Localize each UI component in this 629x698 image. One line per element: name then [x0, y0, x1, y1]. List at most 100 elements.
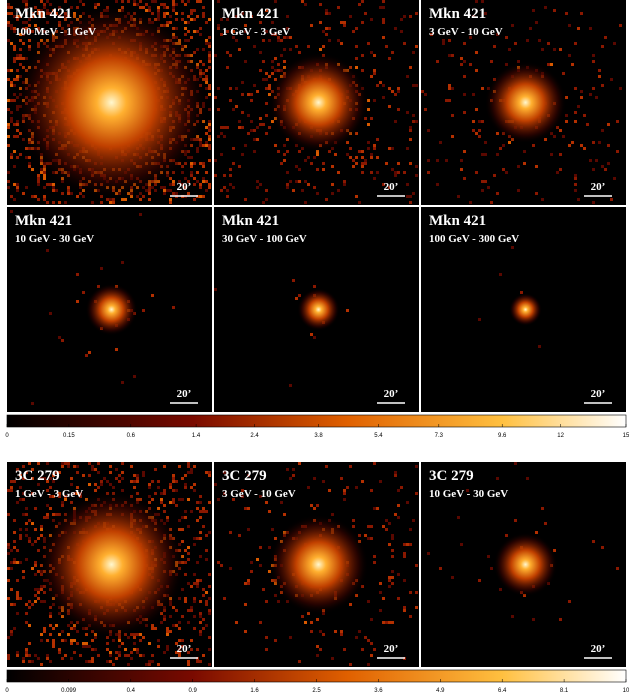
map-pixel	[115, 651, 118, 654]
map-pixel	[76, 195, 79, 198]
source-glow	[37, 490, 186, 639]
map-pixel	[184, 486, 187, 489]
map-pixel	[13, 15, 16, 18]
map-pixel	[370, 117, 373, 120]
map-pixel	[37, 591, 40, 594]
map-pixel	[187, 15, 190, 18]
energy-band: 10 GeV - 30 GeV	[429, 488, 508, 500]
map-pixel	[55, 471, 58, 474]
map-pixel	[253, 138, 256, 141]
map-pixel	[577, 27, 580, 30]
map-pixel	[412, 192, 415, 195]
map-pixel	[394, 474, 397, 477]
map-pixel	[355, 66, 358, 69]
source-name: 3C 279	[15, 468, 60, 484]
map-pixel	[196, 507, 199, 510]
map-pixel	[16, 654, 19, 657]
map-pixel	[298, 660, 301, 663]
map-pixel	[181, 171, 184, 174]
map-pixel	[178, 654, 181, 657]
map-pixel	[40, 171, 43, 174]
map-pixel	[154, 189, 157, 192]
map-pixel	[259, 51, 262, 54]
map-pixel	[193, 573, 196, 576]
map-pixel	[13, 519, 16, 522]
map-pixel	[556, 171, 559, 174]
map-pixel	[295, 180, 298, 183]
map-pixel	[478, 135, 481, 138]
map-pixel	[46, 639, 49, 642]
map-pixel	[28, 624, 31, 627]
colorbar-tick-label: 8.1	[560, 688, 569, 694]
map-pixel	[28, 654, 31, 657]
map-pixel	[175, 609, 178, 612]
map-pixel	[163, 492, 166, 495]
map-pixel	[55, 189, 58, 192]
map-pixel	[16, 129, 19, 132]
map-pixel	[73, 492, 76, 495]
map-pixel	[148, 483, 151, 486]
map-pixel	[64, 498, 67, 501]
map-pixel	[151, 480, 154, 483]
colorbar-tick-label: 7.3	[435, 433, 444, 439]
map-pixel	[265, 9, 268, 12]
map-pixel	[379, 591, 382, 594]
map-pixel	[208, 129, 211, 132]
map-pixel	[481, 120, 484, 123]
map-pixel	[112, 201, 115, 204]
map-pixel	[178, 639, 181, 642]
map-pixel	[511, 24, 514, 27]
map-pixel	[196, 561, 199, 564]
map-pixel	[10, 117, 13, 120]
map-pixel	[145, 9, 148, 12]
map-pixel	[511, 246, 514, 249]
map-pixel	[559, 153, 562, 156]
map-pixel	[400, 18, 403, 21]
map-pixel	[199, 27, 202, 30]
map-pixel	[283, 153, 286, 156]
map-pixel	[481, 180, 484, 183]
map-pixel	[202, 180, 205, 183]
map-pixel	[49, 312, 52, 315]
map-pixel	[16, 561, 19, 564]
map-pixel	[217, 87, 220, 90]
map-pixel	[97, 486, 100, 489]
map-pixel	[28, 30, 31, 33]
map-pixel	[118, 474, 121, 477]
map-pixel	[19, 153, 22, 156]
map-pixel	[202, 144, 205, 147]
map-pixel	[10, 603, 13, 606]
map-pixel	[448, 54, 451, 57]
map-pixel	[463, 177, 466, 180]
map-pixel	[532, 618, 535, 621]
map-pixel	[187, 525, 190, 528]
map-pixel	[367, 99, 370, 102]
map-pixel	[208, 648, 211, 651]
map-pixel	[325, 9, 328, 12]
map-pixel	[142, 6, 145, 9]
map-pixel	[286, 27, 289, 30]
map-pixel	[535, 21, 538, 24]
map-pixel	[190, 162, 193, 165]
source-glow	[268, 514, 369, 615]
map-pixel	[253, 84, 256, 87]
sky-map	[421, 0, 626, 205]
map-pixel	[37, 597, 40, 600]
map-pixel	[46, 480, 49, 483]
map-pixel	[205, 141, 208, 144]
map-pixel	[208, 60, 211, 63]
map-pixel	[160, 621, 163, 624]
map-pixel	[184, 549, 187, 552]
map-pixel	[505, 36, 508, 39]
map-pixel	[208, 18, 211, 21]
map-pixel	[187, 471, 190, 474]
map-pixel	[415, 45, 418, 48]
map-pixel	[220, 564, 223, 567]
map-pixel	[175, 624, 178, 627]
map-pixel	[187, 30, 190, 33]
scale-bar-label: 20’	[384, 388, 399, 400]
map-pixel	[19, 39, 22, 42]
map-pixel	[367, 147, 370, 150]
map-pixel	[199, 615, 202, 618]
